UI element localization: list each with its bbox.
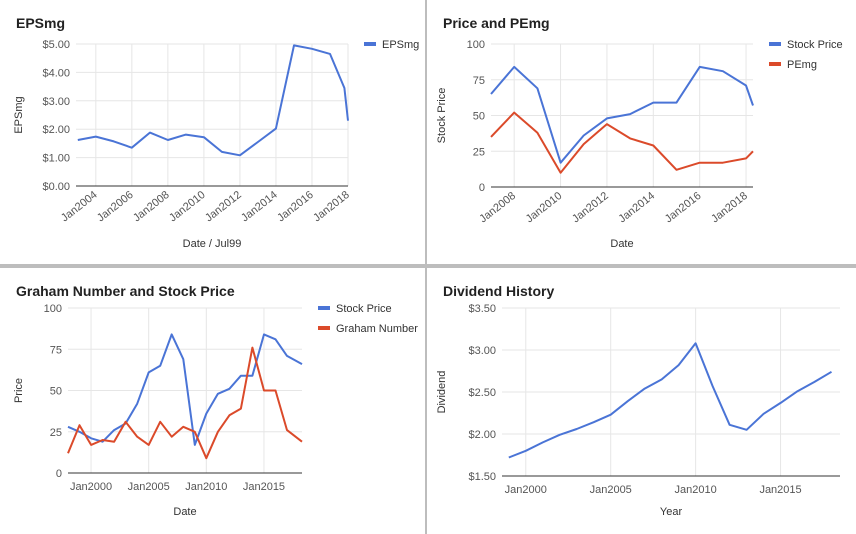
y-tick-label: $3.50 bbox=[468, 303, 496, 315]
x-tick-label: Jan2008 bbox=[477, 190, 518, 225]
graham-chart-panel: Graham Number and Stock Price 0 25 50 75 100… bbox=[0, 268, 425, 534]
y-tick-label: $5.00 bbox=[42, 39, 70, 51]
x-tick-label: Jan2012 bbox=[203, 189, 244, 224]
y-tick-label: 75 bbox=[50, 344, 62, 356]
y-tick-label: 75 bbox=[473, 75, 485, 87]
legend-swatch bbox=[318, 326, 330, 330]
x-tick-label: Jan2005 bbox=[590, 484, 632, 496]
x-tick-label: Jan2008 bbox=[131, 189, 172, 224]
y-tick-label: 25 bbox=[50, 427, 62, 439]
x-tick-label: Jan2005 bbox=[128, 481, 170, 493]
x-tick-label: Jan2006 bbox=[95, 189, 136, 224]
legend-label: PEmg bbox=[787, 59, 817, 71]
y-tick-label: 100 bbox=[44, 303, 62, 315]
x-tick-label: Jan2010 bbox=[675, 484, 717, 496]
x-tick-label: Jan2014 bbox=[616, 190, 657, 225]
x-tick-label: Jan2016 bbox=[275, 189, 316, 224]
x-tick-label: Jan2016 bbox=[663, 190, 704, 225]
y-axis-title: Stock Price bbox=[436, 88, 448, 144]
y-tick-label: 25 bbox=[473, 146, 485, 158]
chart-title: Price and PEmg bbox=[443, 15, 550, 31]
x-tick-label: Jan2014 bbox=[239, 189, 280, 224]
legend-label: Graham Number bbox=[336, 323, 418, 335]
legend-swatch bbox=[318, 306, 330, 310]
series-line bbox=[67, 333, 303, 446]
legend-label: Stock Price bbox=[787, 39, 843, 51]
y-tick-label: $2.50 bbox=[468, 387, 496, 399]
y-tick-label: 0 bbox=[56, 468, 62, 480]
y-tick-label: 100 bbox=[467, 39, 485, 51]
panel-divider-horizontal bbox=[0, 264, 856, 268]
dividend-chart: $1.50 $2.00 $2.50 $3.00 $3.50 Jan2000 Jan2005 J… bbox=[436, 303, 840, 518]
legend-label: EPSmg bbox=[382, 39, 419, 51]
legend-swatch bbox=[769, 42, 781, 46]
x-tick-label: Jan2015 bbox=[759, 484, 801, 496]
y-tick-label: 0 bbox=[479, 182, 485, 194]
chart-title: Graham Number and Stock Price bbox=[16, 283, 235, 299]
x-axis-title: Date bbox=[173, 506, 196, 518]
x-tick-label: Jan2010 bbox=[524, 190, 565, 225]
legend-swatch bbox=[769, 62, 781, 66]
y-tick-label: $0.00 bbox=[42, 181, 70, 193]
y-tick-label: $2.00 bbox=[468, 429, 496, 441]
y-tick-label: 50 bbox=[473, 111, 485, 123]
series-line bbox=[67, 346, 303, 460]
y-tick-label: $4.00 bbox=[42, 67, 70, 79]
legend-swatch bbox=[364, 42, 376, 46]
x-tick-label: Jan2015 bbox=[243, 481, 285, 493]
chart-title: EPSmg bbox=[16, 15, 66, 31]
dividend-chart-panel: Dividend History $1.50 $2.00 $2.50 $3.00 $3.… bbox=[427, 268, 856, 534]
x-axis-title: Date bbox=[610, 238, 633, 250]
x-tick-label: Jan2000 bbox=[70, 481, 112, 493]
x-axis-title: Date / Jul99 bbox=[183, 238, 242, 250]
series-line bbox=[490, 111, 754, 174]
graham-chart: 0 25 50 75 100 Jan2000 Jan2005 Jan2010 Jan2015 Da… bbox=[13, 303, 418, 518]
chart-title: Dividend History bbox=[443, 283, 555, 299]
y-tick-label: $1.50 bbox=[468, 471, 496, 483]
y-tick-label: $1.00 bbox=[42, 153, 70, 165]
series-line bbox=[508, 342, 833, 459]
y-axis-title: EPSmg bbox=[13, 96, 25, 133]
eps-chart-panel: EPSmg $0.00 $1.00 $2.00 $3.00 $4.00 $5.00 Jan2… bbox=[0, 0, 425, 264]
y-axis-title: Dividend bbox=[436, 371, 448, 414]
y-tick-label: $3.00 bbox=[42, 96, 70, 108]
y-tick-label: $2.00 bbox=[42, 124, 70, 136]
x-tick-label: Jan2000 bbox=[505, 484, 547, 496]
legend-label: Stock Price bbox=[336, 303, 392, 315]
y-tick-label: $3.00 bbox=[468, 345, 496, 357]
x-tick-label: Jan2010 bbox=[185, 481, 227, 493]
series-line bbox=[77, 44, 349, 157]
y-axis-title: Price bbox=[13, 378, 25, 403]
y-tick-label: 50 bbox=[50, 386, 62, 398]
price-pe-chart-panel: Price and PEmg 0 25 50 75 100 Jan2008 Jan2010 J… bbox=[427, 0, 856, 264]
series-line bbox=[490, 65, 754, 164]
x-tick-label: Jan2012 bbox=[570, 190, 611, 225]
x-tick-label: Jan2004 bbox=[59, 189, 100, 224]
x-tick-label: Jan2010 bbox=[167, 189, 208, 224]
x-tick-label: Jan2018 bbox=[311, 189, 352, 224]
x-tick-label: Jan2018 bbox=[709, 190, 750, 225]
x-axis-title: Year bbox=[660, 506, 683, 518]
eps-chart: $0.00$1.00$2.00$3.00$4.00$5.00Jan2004Jan… bbox=[13, 39, 419, 250]
